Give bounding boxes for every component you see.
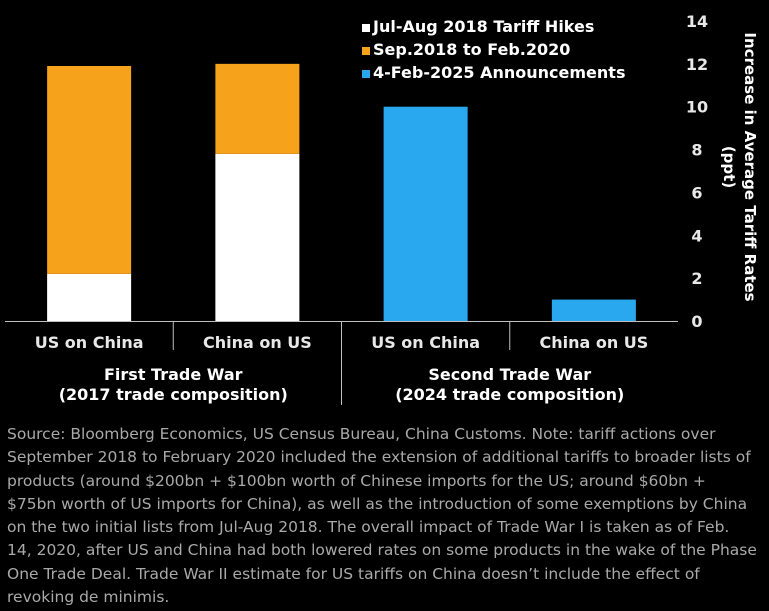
legend-label: Sep.2018 to Feb.2020	[373, 40, 570, 59]
bar-2-cat-1	[47, 66, 132, 274]
bar-3-cat-3	[383, 106, 468, 321]
source-note: Source: Bloomberg Economics, US Census B…	[7, 425, 757, 607]
y-tick-label: 2	[691, 269, 702, 288]
legend-swatch	[362, 47, 370, 55]
bars-layer	[47, 63, 636, 321]
legend-label: 4-Feb-2025 Announcements	[373, 63, 625, 82]
legend-label: Jul-Aug 2018 Tariff Hikes	[372, 17, 594, 36]
y-axis-title-line: Increase in Average Tariff Rates	[741, 32, 759, 301]
x-axis	[5, 321, 678, 405]
y-axis-title-line: (ppt)	[720, 146, 738, 188]
group-labels: First Trade War(2017 trade composition) S…	[59, 365, 625, 404]
bar-1-cat-1	[47, 273, 132, 321]
bar-1-cat-2	[215, 153, 300, 321]
y-tick-label: 12	[686, 55, 708, 74]
bar-2-cat-2	[215, 63, 300, 154]
category-label: US on China	[35, 333, 144, 352]
y-tick-label: 10	[686, 98, 708, 117]
y-tick-label: 4	[691, 226, 702, 245]
bar-3-cat-4	[551, 299, 636, 321]
category-label: China on US	[539, 333, 648, 352]
y-tick-label: 14	[686, 12, 708, 31]
category-labels: US on China China on US US on China China o…	[35, 333, 649, 352]
group-label: Second Trade War	[428, 365, 591, 384]
legend-swatch	[362, 24, 370, 32]
legend-swatch	[362, 70, 370, 78]
group-label: First Trade War	[104, 365, 243, 384]
y-axis-title: Increase in Average Tariff Rates(ppt)	[720, 32, 759, 301]
y-axis-ticks: 0 2 4 6 8 10 12 14	[686, 12, 708, 331]
legend: Jul-Aug 2018 Tariff Hikes Sep.2018 to Feb…	[362, 17, 625, 82]
category-label: China on US	[203, 333, 312, 352]
y-tick-label: 0	[691, 312, 702, 331]
category-label: US on China	[371, 333, 480, 352]
group-label: (2024 trade composition)	[395, 385, 624, 404]
y-tick-label: 6	[691, 183, 702, 202]
group-label: (2017 trade composition)	[59, 385, 288, 404]
y-tick-label: 8	[691, 141, 702, 160]
